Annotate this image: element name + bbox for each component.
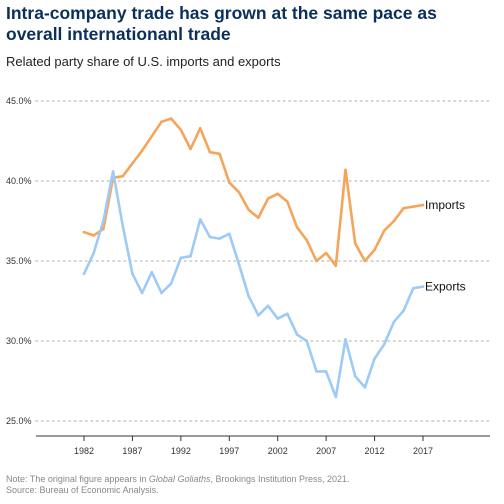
data-point-exports [82, 272, 86, 276]
data-point-imports [102, 227, 105, 231]
note-book-title: Global Goliaths [148, 474, 211, 484]
data-point-exports [140, 291, 144, 295]
data-point-exports [198, 218, 202, 221]
data-point-imports [247, 208, 250, 212]
data-point-imports [402, 206, 405, 210]
x-tick-label: 1997 [219, 446, 239, 456]
data-point-exports [131, 272, 134, 276]
data-point-imports [363, 259, 367, 263]
data-point-exports [402, 309, 405, 312]
data-point-exports [189, 254, 192, 258]
y-tick-label: 30.0% [6, 336, 32, 346]
data-point-exports [160, 291, 163, 295]
data-point-exports [121, 224, 125, 228]
data-point-imports [150, 134, 154, 138]
x-tick-label: 1992 [171, 446, 191, 456]
data-point-exports [363, 386, 367, 389]
y-tick-label: 40.0% [6, 176, 32, 186]
x-tick-label: 1982 [74, 446, 94, 456]
data-point-exports [257, 314, 260, 317]
data-point-exports [111, 170, 115, 173]
data-point-imports [140, 149, 144, 152]
data-point-imports [179, 128, 183, 132]
source-text: Source: Bureau of Economic Analysis. [6, 485, 159, 495]
data-point-exports [266, 304, 270, 308]
data-point-imports [121, 174, 125, 178]
data-point-imports [198, 126, 202, 130]
data-point-imports [257, 216, 260, 220]
x-tick-label: 2017 [413, 446, 433, 456]
data-point-exports [305, 339, 309, 343]
data-point-exports [315, 370, 318, 373]
data-point-exports [334, 395, 338, 399]
data-point-exports [353, 374, 357, 378]
chart-title: Intra-company trade has grown at the sam… [6, 3, 437, 44]
y-tick-label: 25.0% [6, 416, 32, 426]
data-point-imports [237, 190, 241, 194]
data-point-exports [179, 256, 183, 260]
data-point-imports [324, 251, 328, 255]
series-line-exports [82, 170, 425, 399]
data-point-imports [373, 248, 376, 252]
x-tick-label: 2007 [316, 446, 336, 456]
data-point-exports [208, 235, 212, 239]
data-point-imports [227, 181, 231, 184]
data-point-imports [131, 162, 134, 165]
data-point-exports [324, 370, 328, 373]
data-point-exports [373, 357, 376, 360]
y-tick-label: 45.0% [6, 96, 32, 106]
note-suffix: , Brookings Institution Press, 2021. [210, 474, 350, 484]
data-point-imports [344, 168, 347, 172]
data-point-exports [295, 333, 299, 336]
footnote: Note: The original figure appears in Glo… [6, 474, 350, 496]
data-point-exports [237, 262, 241, 266]
data-point-imports [286, 200, 289, 204]
data-point-exports [392, 320, 396, 324]
data-point-imports [412, 205, 415, 208]
data-point-exports [218, 237, 221, 240]
data-point-imports [421, 203, 425, 207]
x-tick-label: 2012 [365, 446, 385, 456]
data-point-exports [344, 338, 347, 341]
data-point-imports [392, 219, 396, 223]
data-point-imports [208, 150, 212, 154]
note-prefix: Note: The original figure appears in [6, 474, 149, 484]
y-tick-label: 35.0% [6, 256, 32, 266]
data-point-exports [412, 286, 415, 290]
x-tick-label: 2002 [268, 446, 288, 456]
data-point-imports [382, 229, 386, 232]
data-point-imports [305, 238, 309, 242]
data-point-imports [160, 120, 163, 124]
data-point-imports [334, 264, 338, 268]
x-tick-label: 1987 [122, 446, 142, 456]
data-point-exports [286, 312, 289, 316]
data-point-exports [169, 282, 173, 285]
data-point-exports [276, 317, 280, 320]
data-point-exports [227, 232, 231, 236]
data-point-imports [92, 234, 95, 237]
data-point-imports [315, 259, 318, 263]
series-label-exports: Exports [425, 280, 466, 294]
data-point-imports [295, 226, 299, 229]
note-text: Note: The original figure appears in Glo… [6, 474, 350, 485]
data-point-exports [382, 342, 386, 346]
data-point-exports [92, 251, 95, 255]
data-point-exports [247, 294, 250, 298]
data-point-imports [266, 197, 270, 200]
data-point-imports [353, 242, 357, 245]
data-point-imports [169, 117, 173, 120]
data-point-exports [150, 270, 154, 274]
data-point-exports [102, 219, 105, 223]
data-point-imports [189, 147, 192, 151]
data-point-imports [218, 152, 221, 156]
data-point-imports [276, 192, 280, 196]
chart-subtitle: Related party share of U.S. imports and … [6, 54, 281, 69]
data-point-exports [421, 285, 425, 288]
data-point-imports [82, 230, 86, 234]
series-line-imports [82, 117, 425, 268]
series-label-imports: Imports [425, 198, 465, 212]
